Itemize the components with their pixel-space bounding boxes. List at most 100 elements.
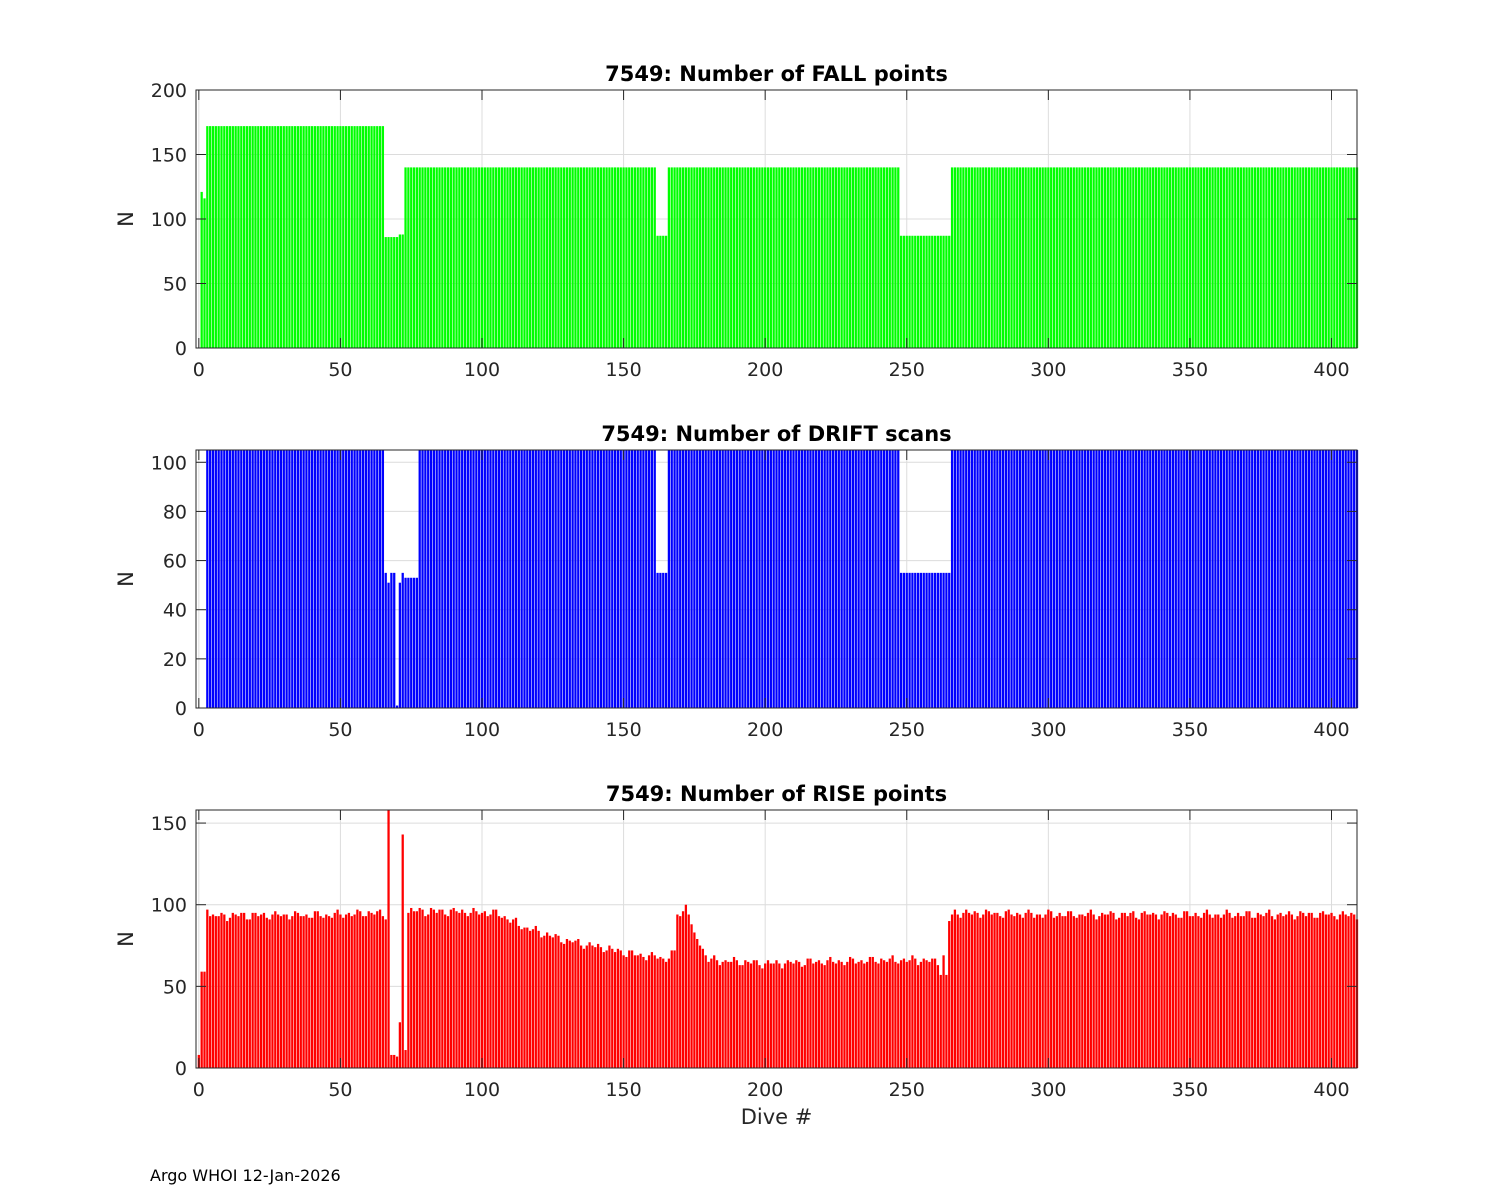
bar [1081,914,1084,1068]
bar [1146,167,1149,348]
x-tick-label: 150 [605,359,641,381]
bar [990,450,993,708]
bar [1044,914,1047,1068]
bar [1208,167,1211,348]
bar [203,198,206,348]
bar [809,958,812,1068]
bar [1341,911,1344,1068]
bar [642,167,645,348]
bar [698,450,702,708]
bar [228,450,232,708]
bar [877,963,880,1068]
bar [647,167,651,348]
bar [489,450,492,708]
bar [1024,912,1027,1068]
bar [393,237,396,348]
bar [381,450,385,708]
bar [557,167,560,348]
bar [1038,914,1041,1068]
bar [795,450,798,708]
bar [1350,450,1353,708]
bar [681,167,685,348]
bar [732,167,736,348]
bar [871,450,874,708]
bar [1211,167,1214,348]
bar [803,167,806,348]
bar [302,916,305,1068]
bar [495,450,498,708]
bar [916,965,920,1068]
footer-credit: Argo WHOI 12-Jan-2026 [150,1166,341,1185]
bar [588,450,591,708]
bar [984,167,988,348]
bar [1330,912,1333,1068]
bar [1253,917,1257,1068]
bar [727,450,730,708]
bar [681,911,685,1068]
bar [1319,167,1322,348]
bar [1304,167,1308,348]
bar [390,1054,393,1068]
bar [1126,450,1129,708]
bar [1086,167,1090,348]
bar [809,167,812,348]
bar [1353,450,1356,708]
bar [758,167,761,348]
bar [1064,450,1067,708]
bar [557,450,560,708]
bar [282,914,285,1068]
bar [424,167,427,348]
bar [257,126,260,349]
bar [965,167,968,348]
bar [826,167,829,348]
bar [1081,450,1084,708]
bar [690,924,693,1068]
bar [325,914,328,1068]
bar [509,922,512,1068]
bar [316,911,319,1068]
bar [1253,167,1257,348]
bar [690,167,693,348]
bar [673,167,676,348]
bar [829,450,832,708]
bar [1183,450,1186,708]
bar [815,167,818,348]
bar [647,450,651,708]
bar [1321,911,1325,1068]
bar [336,909,339,1068]
bar [812,167,815,348]
bar [953,450,957,708]
bar [888,450,891,708]
bar [1168,450,1172,708]
bar [486,916,489,1068]
bar [749,167,753,348]
bar [996,167,999,348]
bar [333,912,336,1068]
bar [596,943,600,1068]
axes-box [195,809,1358,1069]
x-tick-label: 200 [747,1079,783,1101]
bar [588,167,591,348]
bar [330,917,334,1068]
bar [1259,914,1262,1068]
bar [441,450,444,708]
bar [758,965,761,1068]
bar [1129,450,1132,708]
bar [446,916,450,1068]
bar [458,167,461,348]
bar [914,572,917,708]
bar [979,167,982,348]
bar [579,167,583,348]
bar [211,914,215,1068]
bar [370,126,373,349]
bar [274,126,277,349]
bar [882,450,886,708]
bar [806,450,809,708]
bar [625,167,628,348]
bar [489,167,492,348]
bar [919,961,923,1068]
bar [296,912,300,1068]
bar [497,167,501,348]
bar [877,167,880,348]
bar [526,927,529,1068]
